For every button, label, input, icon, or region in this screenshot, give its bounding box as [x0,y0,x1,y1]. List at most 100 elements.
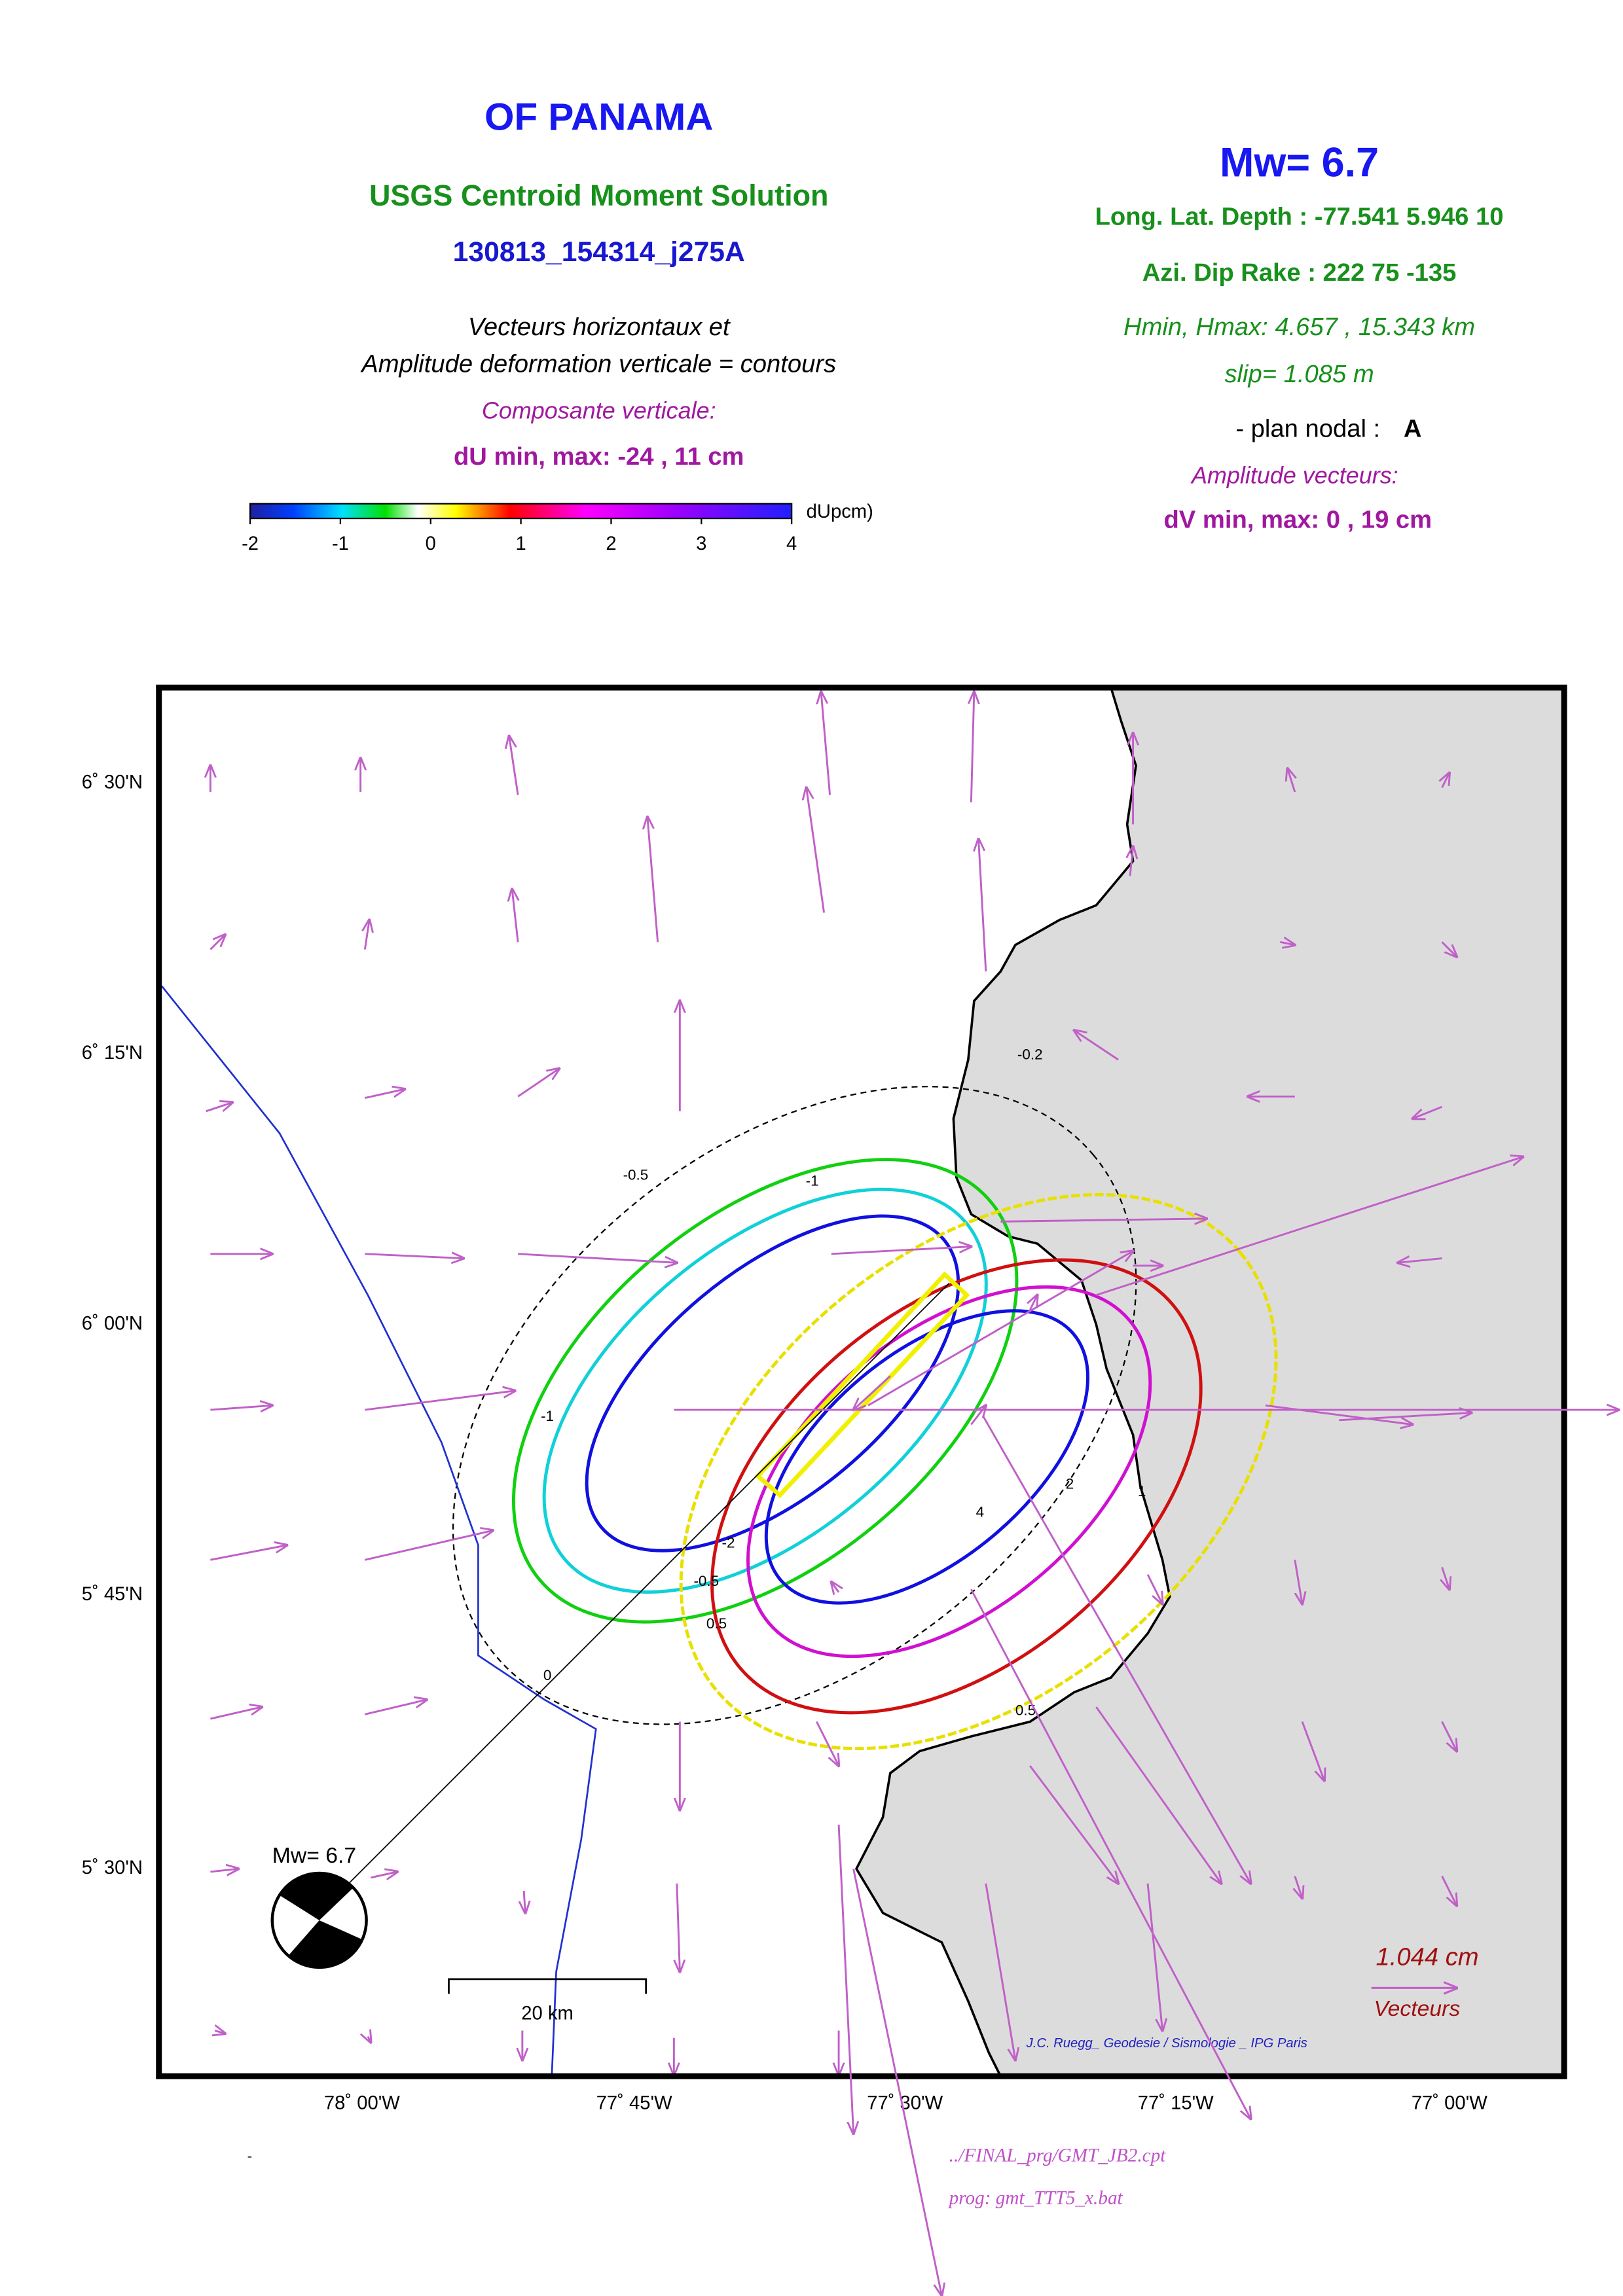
vector [210,1405,272,1410]
vector [1295,1876,1302,1899]
scale-bar [448,1978,647,1994]
description: Amplitude deformation verticale = contou… [360,350,836,378]
vector [831,1582,839,1592]
credit: J.C. Ruegg_ Geodesie / Sismologie _ IPG … [1026,2036,1307,2051]
vector [854,1375,891,1410]
colorbar-label: dUpcm) [807,501,873,522]
vector [365,1089,405,1100]
colorbar-tick-label: 2 [606,533,616,554]
vector [852,1868,942,2295]
vector [368,2036,371,2042]
vector [970,1405,985,1426]
contour-label: -0.2 [1017,1046,1043,1062]
location: Long. Lat. Depth : -77.541 5.946 10 [1095,203,1504,231]
map-frame [156,685,1567,2079]
colorbar-tick-label: 1 [515,533,526,554]
nodal-plane: A [1404,414,1422,442]
contour-label: -1 [541,1408,554,1424]
vector-scale-label: Vecteurs [1374,1996,1460,2021]
contour-label: -0.5 [623,1167,649,1183]
vector [210,935,225,950]
colorbar-tick-label: 4 [786,533,797,554]
vector [517,1069,559,1098]
vector [512,889,518,942]
vector [210,1707,262,1720]
contour [710,1258,1203,1715]
lat-label: 6˚ 30'N [82,772,143,793]
contour [764,1309,1090,1605]
colorbar-tick-label: 0 [426,533,436,554]
vectors-outside [674,1410,1618,2295]
beachball-quadrants [280,1873,362,1967]
colorbar-tick-label: -1 [332,533,349,554]
vertical-label: Composante verticale: [482,397,716,424]
vector [807,787,826,913]
colorbar-tick-label: -2 [242,533,259,554]
vector [215,2031,225,2034]
vector [509,736,519,795]
footer-prog: prog: gmt_TTT5_x.bat [948,2188,1123,2209]
vector [365,1391,515,1411]
depth-range: Hmin, Hmax: 4.657 , 15.343 km [1123,313,1475,341]
vector [1095,1706,1221,1884]
vector [524,1890,525,1913]
vector [1265,1404,1413,1424]
vector [837,1824,853,2134]
vector [210,1869,238,1871]
vector [1442,773,1450,789]
vector [971,692,974,802]
contour [679,1193,1278,1751]
vector [970,1588,1250,2119]
footer-cpt: ../FINAL_prg/GMT_JB2.cpt [949,2145,1167,2166]
vector [365,1530,493,1561]
beachball-label: Mw= 6.7 [272,1843,356,1868]
contour [512,1158,1019,1624]
contour-label: 2 [1066,1476,1074,1492]
vector [1130,846,1133,876]
vector [1029,1765,1118,1884]
vector [210,1545,287,1561]
vector [518,1253,677,1263]
scale-label: 20 km [521,2003,574,2024]
vector [1398,1259,1442,1263]
lon-label: 78˚ 00'W [324,2093,400,2114]
contour-label: -0.5 [693,1573,719,1589]
contours [452,1086,1278,1751]
vector [1339,1413,1471,1422]
vector [1146,1883,1162,2031]
colorbar-ticks: -2 -1 0 1 2 3 4 [242,518,797,554]
vector [831,1247,972,1255]
lat-label: 5˚ 30'N [82,1857,143,1878]
colorbar [249,503,793,520]
contour-label: 0.5 [706,1615,727,1632]
axis-labels: 6˚ 30'N 6˚ 15'N 6˚ 00'N 5˚ 45'N 5˚ 30'N 78˚ 0… [82,772,1487,2113]
vector [821,692,831,795]
vectors [206,692,1523,2075]
lon-label: 77˚ 45'W [596,2093,672,2114]
contour [585,1214,960,1552]
vector [206,1102,232,1113]
lat-label: 5˚ 45'N [82,1584,143,1605]
slip: slip= 1.085 m [1224,360,1374,388]
lon-label: 77˚ 15'W [1138,2093,1214,2114]
vector [647,817,659,942]
vector [365,920,369,950]
fault-plane [754,1271,970,1499]
vector [1301,1721,1324,1781]
vector [677,1883,680,1972]
contour-label: 1 [1138,1483,1146,1499]
contour-label: 4 [976,1503,985,1520]
subtitle: USGS Centroid Moment Solution [369,179,828,212]
vector [1294,1560,1302,1604]
contour-label: 0 [543,1667,551,1683]
footer-mark: - [247,2148,252,2164]
description: Vecteurs horizontaux et [468,313,731,341]
contour-label: -1 [806,1173,819,1189]
vector [1095,1157,1523,1297]
colorbar-tick-label: 3 [696,533,706,554]
vector [1413,1105,1443,1119]
vector [1146,1574,1162,1604]
vector [371,1872,397,1878]
